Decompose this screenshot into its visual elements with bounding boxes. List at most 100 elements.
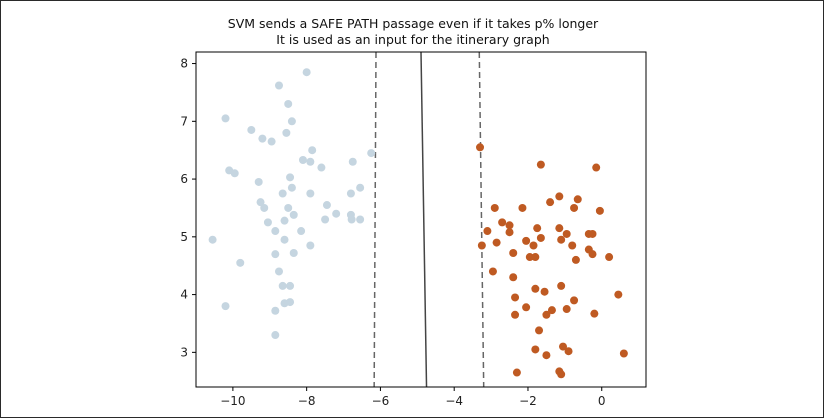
margin-line-2: [478, 51, 485, 388]
scatter-point-class-1: [488, 267, 497, 276]
scatter-point-class-1: [557, 281, 566, 290]
scatter-point-class-1: [547, 306, 556, 315]
scatter-point-class-1: [518, 203, 527, 212]
scatter-point-class-0: [332, 209, 341, 218]
scatter-point-class-1: [546, 198, 555, 207]
scatter-point-class-1: [536, 160, 545, 169]
scatter-point-class-1: [509, 273, 518, 282]
scatter-point-class-0: [271, 306, 280, 315]
boundary-layer: [373, 51, 485, 388]
scatter-point-class-1: [588, 229, 597, 238]
scatter-point-class-1: [614, 290, 623, 299]
scatter-point-class-0: [254, 177, 263, 186]
scatter-point-class-0: [282, 128, 291, 137]
scatter-point-class-0: [286, 298, 295, 307]
ticks-layer: −10 −8 −6 −4 −2 0 3 4 5 6 7 8: [180, 57, 605, 408]
scatter-point-class-0: [258, 134, 267, 143]
x-tick-label: −6: [372, 394, 390, 408]
decision-boundary-line: [420, 51, 428, 388]
scatter-point-class-1: [529, 241, 538, 250]
scatter-point-class-0: [284, 99, 293, 108]
scatter-point-class-1: [573, 195, 582, 204]
scatter-point-class-0: [230, 169, 239, 178]
scatter-point-class-0: [274, 267, 283, 276]
scatter-point-class-0: [280, 235, 289, 244]
scatter-point-class-0: [236, 258, 245, 267]
margin-line-1: [373, 51, 377, 388]
scatter-point-class-0: [317, 163, 326, 172]
scatter-point-class-0: [306, 157, 315, 166]
scatter-point-class-0: [306, 241, 315, 250]
scatter-point-class-1: [557, 370, 566, 379]
scatter-point-class-1: [492, 238, 501, 247]
scatter-point-class-0: [348, 157, 357, 166]
y-tick-label: 4: [180, 288, 188, 302]
scatter-point-class-1: [588, 250, 597, 259]
scatter-point-class-0: [263, 218, 272, 227]
scatter-point-class-1: [557, 235, 566, 244]
scatter-point-class-1: [540, 287, 549, 296]
chart-title-line-2: It is used as an input for the itinerary…: [276, 32, 550, 47]
x-tick-label: −10: [220, 394, 245, 408]
points-layer: [208, 68, 628, 379]
scatter-point-class-1: [595, 206, 604, 215]
scatter-point-class-1: [525, 253, 534, 262]
scatter-point-class-1: [590, 309, 599, 318]
scatter-point-class-0: [287, 117, 296, 126]
scatter-point-class-1: [562, 229, 571, 238]
x-tick-label: −4: [445, 394, 463, 408]
scatter-point-class-1: [564, 347, 573, 356]
scatter-point-class-1: [509, 249, 518, 257]
scatter-point-class-1: [522, 236, 531, 245]
scatter-point-class-1: [477, 241, 486, 250]
scatter-point-class-1: [542, 351, 551, 360]
scatter-point-class-1: [536, 233, 545, 242]
scatter-point-class-1: [542, 310, 551, 319]
scatter-point-class-0: [267, 137, 276, 146]
scatter-point-class-0: [322, 201, 331, 210]
scatter-point-class-0: [356, 215, 365, 224]
scatter-point-class-1: [619, 349, 628, 358]
x-tick-label: 0: [598, 394, 606, 408]
scatter-point-class-0: [346, 189, 355, 198]
scatter-point-class-1: [555, 192, 564, 201]
y-tick-label: 8: [180, 57, 188, 71]
plot-spines: [195, 51, 647, 388]
scatter-point-class-1: [505, 221, 514, 230]
scatter-point-class-1: [531, 253, 540, 262]
scatter-point-class-0: [221, 302, 230, 311]
chart-title-line-1: SVM sends a SAFE PATH passage even if it…: [227, 16, 599, 31]
scatter-point-class-0: [271, 250, 280, 259]
scatter-point-class-1: [505, 228, 514, 237]
scatter-point-class-0: [256, 198, 265, 207]
scatter-point-class-0: [308, 146, 317, 155]
scatter-point-class-0: [298, 156, 307, 165]
scatter-point-class-0: [278, 189, 287, 198]
scatter-point-class-0: [278, 281, 287, 290]
scatter-point-class-1: [571, 255, 580, 264]
plot-area: [196, 52, 646, 387]
scatter-point-class-1: [490, 203, 499, 212]
scatter-point-class-1: [511, 310, 520, 319]
scatter-point-class-0: [287, 183, 296, 192]
scatter-point-class-0: [306, 189, 315, 198]
scatter-point-class-0: [274, 81, 283, 90]
scatter-point-class-0: [247, 125, 256, 134]
scatter-point-class-1: [533, 224, 542, 233]
scatter-point-class-1: [511, 293, 520, 302]
scatter-point-class-0: [260, 203, 269, 212]
scatter-point-class-0: [271, 227, 280, 236]
scatter-point-class-1: [592, 163, 601, 172]
y-tick-label: 5: [180, 230, 188, 244]
scatter-point-class-1: [568, 241, 577, 250]
scatter-point-class-1: [605, 253, 614, 262]
scatter-point-class-0: [271, 331, 280, 340]
scatter-point-class-1: [562, 305, 571, 314]
x-tick-label: −8: [298, 394, 316, 408]
scatter-point-class-0: [289, 249, 298, 257]
scatter-point-class-0: [302, 68, 311, 77]
scatter-point-class-0: [347, 215, 356, 224]
scatter-point-class-0: [221, 114, 230, 123]
scatter-point-class-1: [555, 224, 564, 233]
